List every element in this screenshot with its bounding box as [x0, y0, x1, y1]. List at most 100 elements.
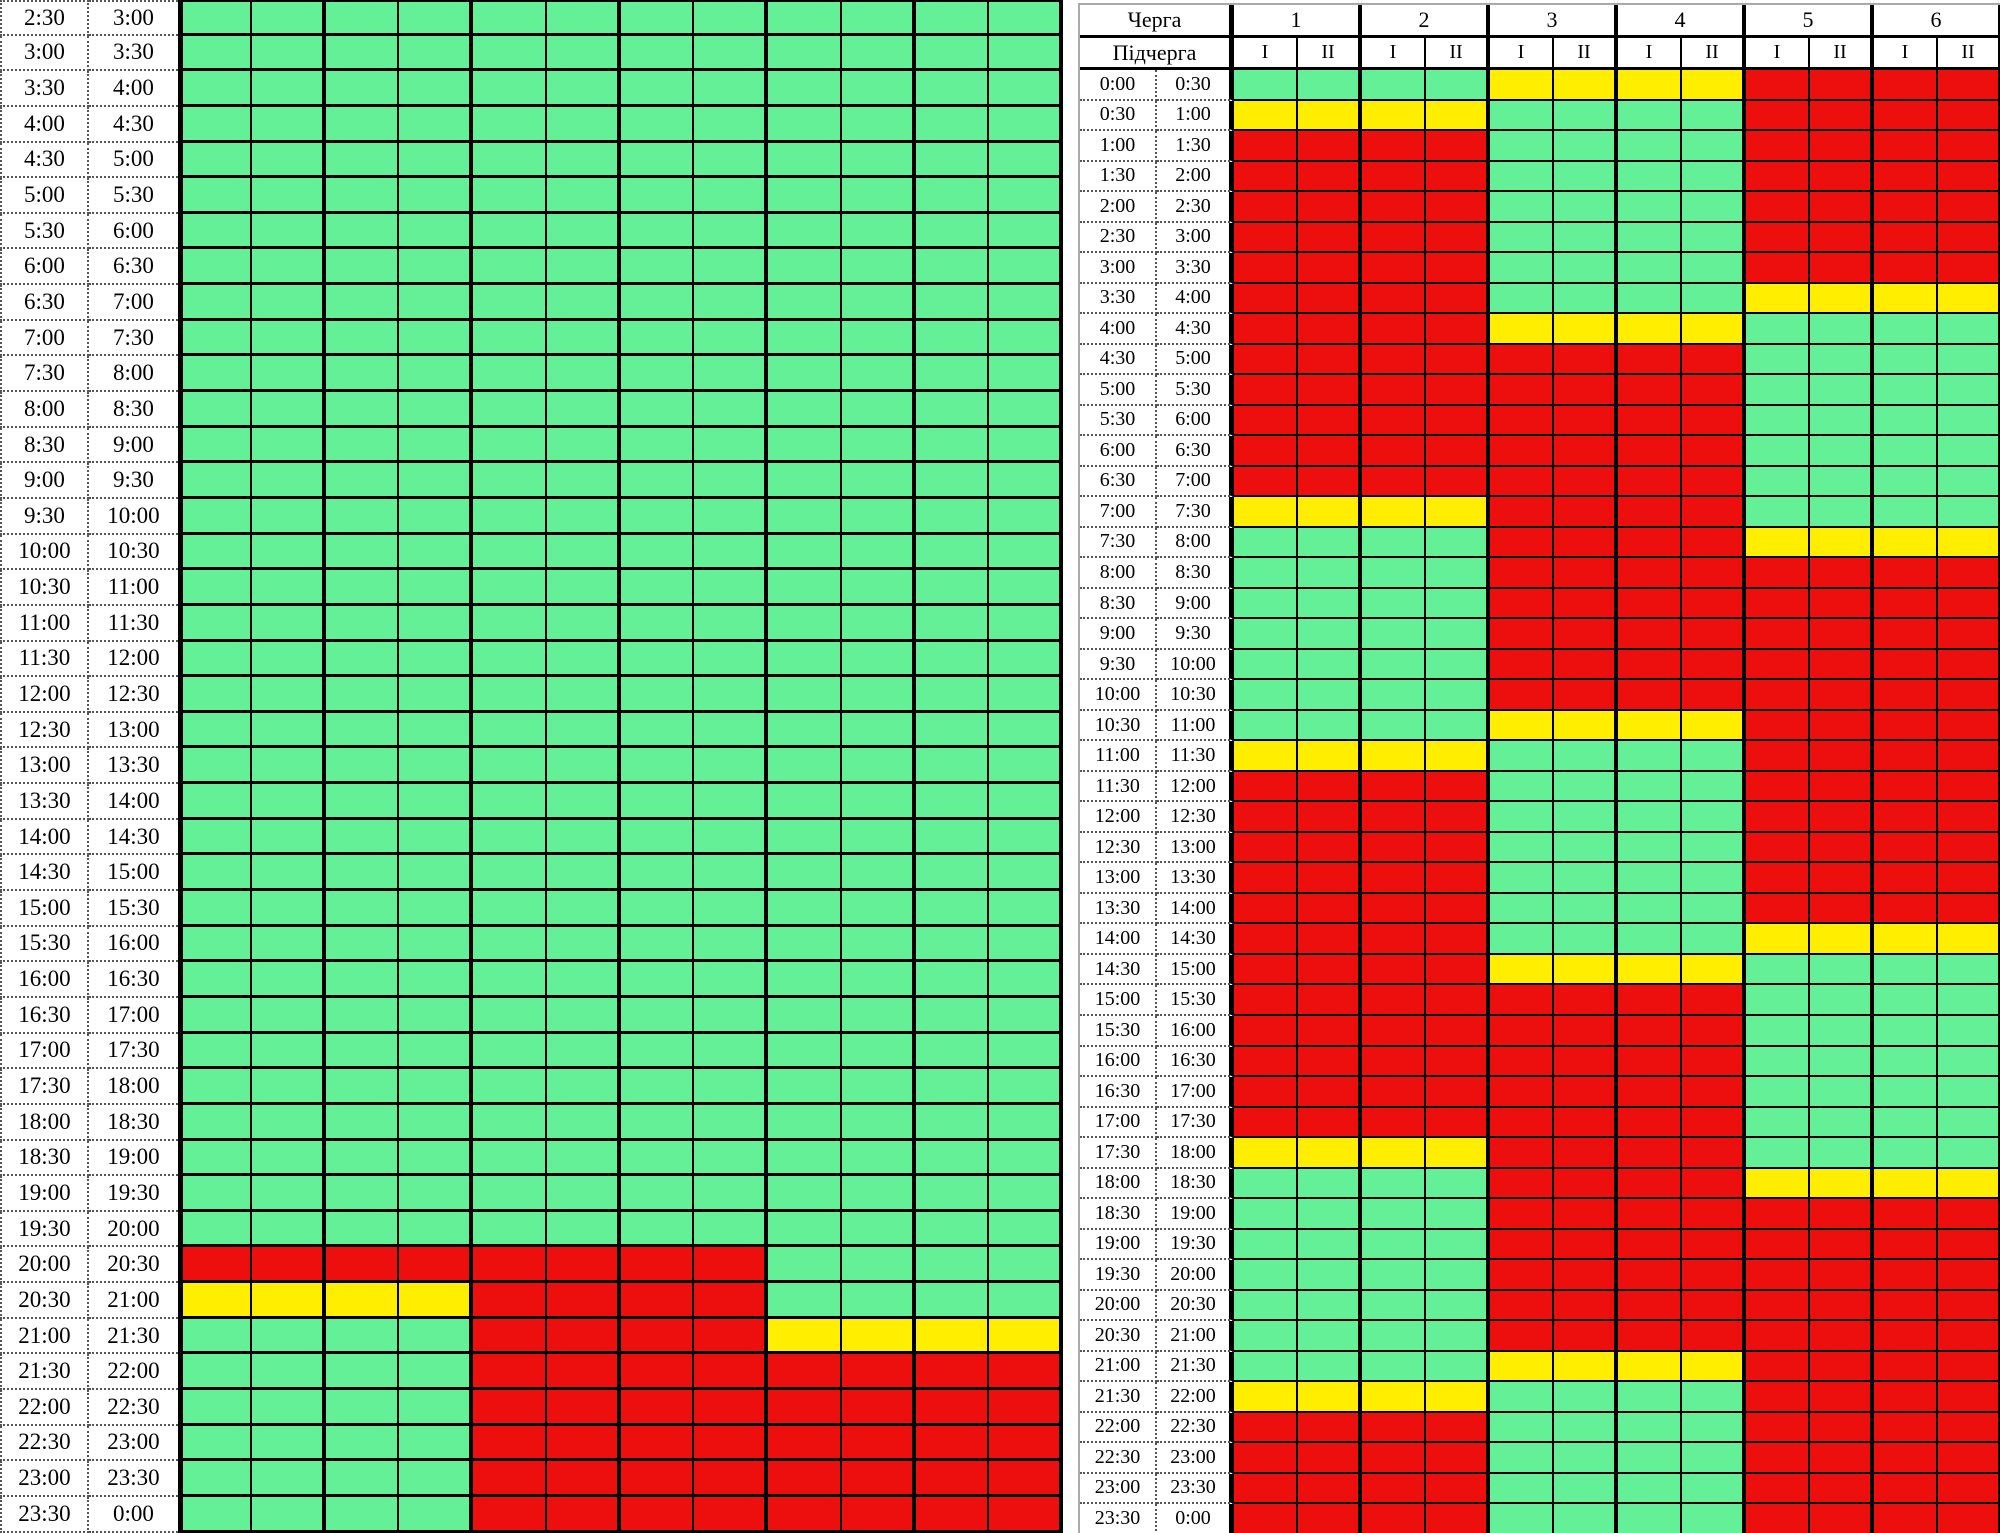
subqueue-number-header: II — [1810, 38, 1874, 70]
time-start-cell: 4:00 — [0, 106, 89, 143]
schedule-cell — [841, 534, 916, 571]
schedule-cell — [841, 213, 916, 250]
schedule-cell — [546, 463, 621, 499]
schedule-cell — [694, 997, 768, 1034]
time-start-cell: 14:00 — [1080, 924, 1157, 955]
time-start-cell: 2:30 — [1080, 222, 1157, 254]
schedule-cell — [1874, 1077, 1938, 1108]
schedule-cell — [1746, 1473, 1810, 1505]
schedule-cell — [1298, 954, 1362, 986]
time-end-cell: 15:00 — [89, 855, 178, 892]
schedule-cell — [1554, 497, 1618, 528]
schedule-cell — [1298, 649, 1362, 681]
schedule-cell — [473, 35, 547, 72]
schedule-cell — [1682, 588, 1746, 620]
schedule-cell — [989, 320, 1063, 357]
schedule-cell — [473, 285, 547, 321]
schedule-cell — [1554, 161, 1618, 193]
schedule-cell — [546, 748, 621, 785]
schedule-cell — [620, 1496, 695, 1533]
schedule-row: 1:30 2:00 — [1080, 161, 2000, 193]
schedule-cell — [473, 356, 547, 393]
schedule-cell — [546, 891, 621, 927]
schedule-cell — [546, 1033, 621, 1070]
schedule-cell — [1810, 1229, 1874, 1261]
schedule-cell — [1874, 1443, 1938, 1474]
queue-header-label: Черга — [1080, 5, 1234, 38]
schedule-cell — [325, 1104, 400, 1141]
schedule-cell — [1746, 1443, 1810, 1474]
subqueue-number-header: I — [1874, 38, 1938, 70]
schedule-cell — [841, 178, 916, 214]
schedule-cell — [768, 1496, 842, 1533]
time-end-cell: 19:00 — [1157, 1199, 1234, 1230]
schedule-cell — [1746, 1321, 1810, 1352]
schedule-cell — [1746, 1199, 1810, 1230]
schedule-cell — [546, 1104, 621, 1141]
schedule-cell — [546, 1318, 621, 1355]
schedule-cell — [1874, 131, 1938, 162]
time-start-cell: 17:00 — [1080, 1107, 1157, 1139]
time-end-cell: 9:30 — [1157, 619, 1234, 650]
schedule-cell — [1938, 863, 2000, 894]
time-end-cell: 7:00 — [1157, 466, 1234, 498]
schedule-cell — [325, 356, 400, 393]
schedule-cell — [694, 677, 768, 713]
schedule-cell — [473, 1247, 547, 1284]
schedule-cell — [1618, 741, 1682, 772]
schedule-cell — [1362, 863, 1426, 894]
schedule-cell — [1426, 1199, 1490, 1230]
time-start-cell: 16:00 — [0, 962, 89, 998]
schedule-cell — [1746, 619, 1810, 650]
schedule-cell — [768, 1140, 842, 1177]
schedule-cell — [399, 392, 473, 428]
schedule-cell — [768, 534, 842, 571]
schedule-cell — [1234, 100, 1298, 132]
schedule-cell — [1874, 1199, 1938, 1230]
schedule-cell — [325, 213, 400, 250]
schedule-cell — [915, 641, 990, 678]
schedule-cell — [1362, 832, 1426, 864]
schedule-cell — [1426, 1260, 1490, 1291]
schedule-cell — [1682, 802, 1746, 833]
time-end-cell: 0:00 — [1157, 1504, 1234, 1533]
schedule-cell — [1554, 344, 1618, 376]
schedule-cell — [1682, 100, 1746, 132]
schedule-cell — [1362, 802, 1426, 833]
schedule-cell — [1298, 1412, 1362, 1444]
schedule-cell — [546, 641, 621, 678]
schedule-cell — [325, 819, 400, 856]
schedule-cell — [546, 178, 621, 214]
time-start-cell: 8:30 — [1080, 588, 1157, 620]
schedule-cell — [1234, 1351, 1298, 1383]
schedule-cell — [1426, 283, 1490, 315]
schedule-cell — [1874, 1260, 1938, 1291]
schedule-cell — [694, 819, 768, 856]
schedule-cell — [1874, 253, 1938, 284]
time-start-cell: 21:30 — [0, 1354, 89, 1390]
schedule-cell — [915, 1496, 990, 1533]
schedule-cell — [1810, 466, 1874, 498]
time-end-cell: 14:00 — [89, 784, 178, 820]
schedule-cell — [178, 1211, 252, 1248]
queue-number-header: 3 — [1490, 5, 1618, 38]
schedule-cell — [1298, 588, 1362, 620]
schedule-cell — [1554, 436, 1618, 467]
time-end-cell: 21:30 — [89, 1318, 178, 1355]
time-end-cell: 3:00 — [89, 0, 178, 36]
schedule-cell — [1234, 771, 1298, 803]
time-start-cell: 18:30 — [0, 1140, 89, 1177]
schedule-cell — [1746, 1382, 1810, 1413]
schedule-cell — [1234, 924, 1298, 955]
schedule-cell — [178, 1140, 252, 1177]
schedule-cell — [768, 819, 842, 856]
schedule-cell — [1426, 100, 1490, 132]
schedule-row: 18:30 19:00 — [1080, 1199, 2000, 1230]
schedule-cell — [251, 1140, 326, 1177]
time-start-cell: 7:00 — [1080, 497, 1157, 528]
schedule-cell — [620, 1461, 695, 1497]
schedule-cell — [1682, 131, 1746, 162]
schedule-cell — [178, 356, 252, 393]
schedule-cell — [1810, 222, 1874, 254]
schedule-cell — [1874, 1290, 1938, 1322]
